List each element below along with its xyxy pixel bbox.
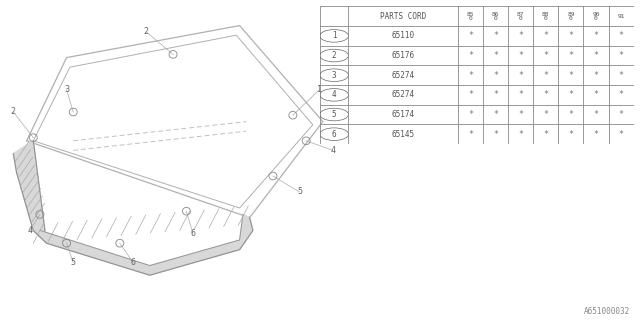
Text: *: *: [468, 31, 473, 40]
Text: *: *: [568, 90, 573, 99]
Text: *: *: [493, 51, 498, 60]
Text: *: *: [518, 110, 524, 119]
Text: *: *: [618, 110, 623, 119]
Text: *: *: [568, 31, 573, 40]
Text: 2: 2: [11, 108, 16, 116]
Text: *: *: [543, 110, 548, 119]
Polygon shape: [13, 141, 47, 243]
Text: PARTS CORD: PARTS CORD: [380, 12, 426, 21]
Text: *: *: [518, 130, 524, 139]
Text: 89
0: 89 0: [567, 12, 575, 21]
Text: 65274: 65274: [392, 90, 415, 99]
Text: *: *: [618, 90, 623, 99]
Text: *: *: [468, 51, 473, 60]
Text: *: *: [518, 31, 524, 40]
Text: 65174: 65174: [392, 110, 415, 119]
Text: 1: 1: [317, 85, 322, 94]
Text: *: *: [543, 71, 548, 80]
Text: 87
0: 87 0: [517, 12, 524, 21]
Text: *: *: [618, 71, 623, 80]
Text: *: *: [568, 71, 573, 80]
Text: 6: 6: [332, 130, 337, 139]
Text: *: *: [593, 51, 598, 60]
Text: 6: 6: [131, 258, 136, 267]
Text: 6: 6: [191, 229, 196, 238]
Text: *: *: [518, 71, 524, 80]
Text: 5: 5: [332, 110, 337, 119]
Text: *: *: [618, 31, 623, 40]
Text: *: *: [493, 71, 498, 80]
Text: 3: 3: [332, 71, 337, 80]
Text: 5: 5: [297, 188, 302, 196]
Text: *: *: [518, 51, 524, 60]
Text: 2: 2: [144, 28, 149, 36]
Text: *: *: [493, 130, 498, 139]
Text: 88
0: 88 0: [542, 12, 550, 21]
Text: *: *: [593, 130, 598, 139]
Text: 4: 4: [332, 90, 337, 99]
Text: *: *: [593, 110, 598, 119]
Text: *: *: [593, 71, 598, 80]
Text: 65145: 65145: [392, 130, 415, 139]
Text: A651000032: A651000032: [584, 307, 630, 316]
Text: *: *: [568, 51, 573, 60]
Text: *: *: [518, 90, 524, 99]
Text: *: *: [543, 51, 548, 60]
Text: *: *: [468, 110, 473, 119]
Text: *: *: [618, 130, 623, 139]
Text: *: *: [593, 90, 598, 99]
Text: *: *: [493, 90, 498, 99]
Text: *: *: [468, 71, 473, 80]
Text: *: *: [568, 130, 573, 139]
Text: *: *: [593, 31, 598, 40]
Text: 90
0: 90 0: [592, 12, 600, 21]
Text: 91: 91: [618, 14, 625, 19]
Text: *: *: [568, 110, 573, 119]
Text: *: *: [618, 51, 623, 60]
Polygon shape: [33, 214, 253, 275]
Text: 5: 5: [70, 258, 76, 267]
Text: 86
0: 86 0: [492, 12, 499, 21]
Text: 4: 4: [28, 226, 33, 235]
Text: *: *: [468, 90, 473, 99]
Text: 3: 3: [64, 85, 69, 94]
Text: 65110: 65110: [392, 31, 415, 40]
Text: 1: 1: [332, 31, 337, 40]
Text: *: *: [543, 130, 548, 139]
Text: 65176: 65176: [392, 51, 415, 60]
Text: 85
0: 85 0: [467, 12, 474, 21]
Text: 65274: 65274: [392, 71, 415, 80]
Text: 4: 4: [330, 146, 335, 155]
Text: *: *: [493, 110, 498, 119]
Text: *: *: [493, 31, 498, 40]
Text: *: *: [543, 31, 548, 40]
Text: *: *: [543, 90, 548, 99]
Text: 2: 2: [332, 51, 337, 60]
Text: *: *: [468, 130, 473, 139]
